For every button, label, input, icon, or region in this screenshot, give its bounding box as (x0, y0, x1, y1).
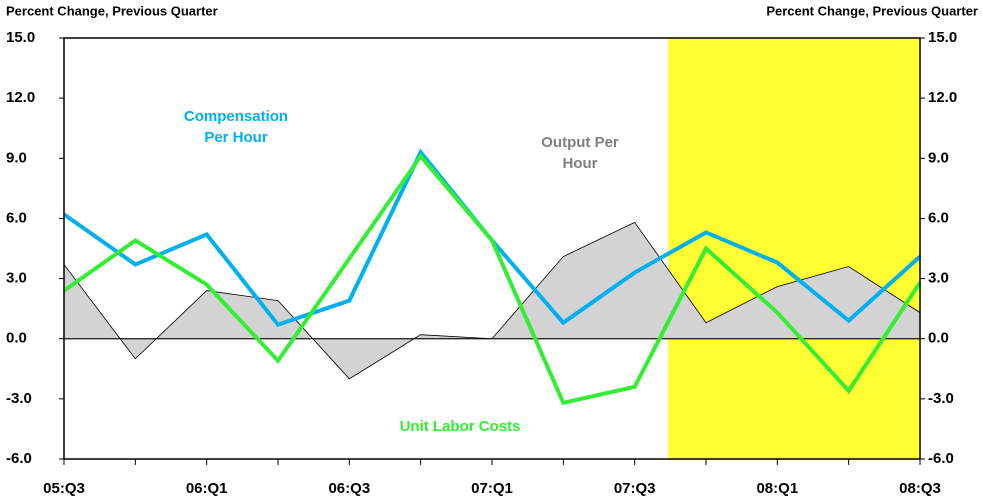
y-tick-label: 6.0 (6, 209, 27, 226)
y-tick-label: 0.0 (6, 330, 27, 347)
x-tick-label: 05:Q3 (43, 480, 85, 497)
y2-tick-label: 12.0 (928, 89, 957, 106)
plot-frame (63, 37, 921, 460)
y-axis-title: Percent Change, Previous Quarter (6, 3, 218, 18)
x-tick-label: 06:Q3 (328, 480, 370, 497)
x-tick-label: 08:Q3 (899, 480, 941, 497)
line (62, 153, 922, 406)
y2-tick-label: 0.0 (928, 330, 949, 347)
series-label: Compensation Per Hour (183, 108, 289, 146)
y-tick-label: -6.0 (6, 450, 32, 467)
x-tick-label: 07:Q3 (614, 480, 656, 497)
y2-tick-label: -3.0 (928, 390, 954, 407)
y-tick-label: 12.0 (6, 89, 35, 106)
recession-shade (668, 38, 920, 459)
y2-tick-label: -6.0 (928, 450, 954, 467)
y2-tick-label: 3.0 (928, 270, 949, 287)
y-tick-label: 9.0 (6, 149, 27, 166)
y2-tick-label: 9.0 (928, 149, 949, 166)
series-label: Output Per Hour (541, 134, 619, 172)
y-tick-label: 15.0 (6, 29, 35, 46)
y-tick-label: -3.0 (6, 390, 32, 407)
y-tick-label: 3.0 (6, 270, 27, 287)
x-tick-label: 07:Q1 (471, 480, 513, 497)
y2-tick-label: 15.0 (928, 29, 957, 46)
x-tick-label: 08:Q1 (756, 480, 798, 497)
y2-tick-label: 6.0 (928, 209, 949, 226)
x-tick-label: 06:Q1 (186, 480, 228, 497)
series-label: Unit Labor Costs (399, 418, 521, 435)
y2-axis-title: Percent Change, Previous Quarter (766, 3, 978, 18)
